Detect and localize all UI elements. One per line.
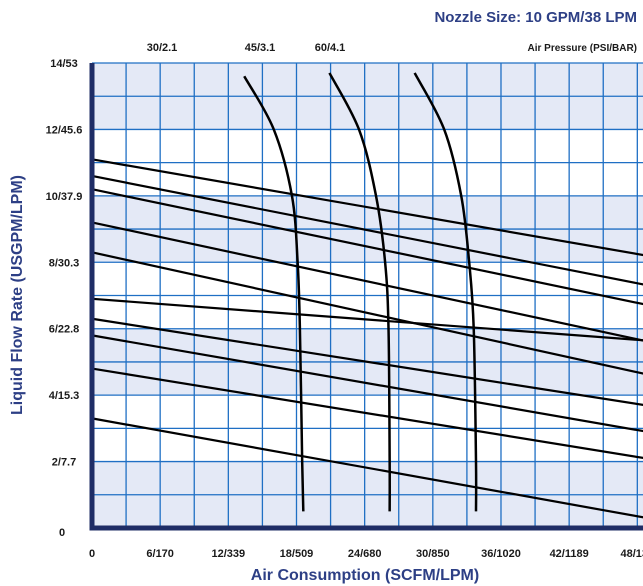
x-tick-label: 6/170 [146,548,174,560]
y-axis-title: Liquid Flow Rate (USGPM/LPM) [9,175,26,415]
pressure-curves [243,72,478,512]
pressure-curve-labels: 30/2.1 45/3.1 60/4.1 [147,42,346,54]
nozzle-size-title: Nozzle Size: 10 GPM/38 LPM [434,9,637,26]
x-tick-label: 30/850 [416,548,450,560]
y-tick-label: 8/30.3 [49,257,80,269]
x-tick-label: 42/1189 [550,548,589,560]
flow-line-2 [91,174,643,286]
x-tick-label: 18/509 [280,548,314,560]
pressure-curve-label: 45/3.1 [245,42,276,54]
y-tick-label: 4/15.3 [49,390,80,402]
x-tick-label: 48/136 [620,548,643,560]
pressure-curve-1 [243,75,305,512]
y-tick-label: 0 [59,527,65,539]
x-tick-label: 12/339 [212,548,246,560]
flow-line-4 [91,221,643,342]
axes [89,63,643,531]
grid-lines [91,62,643,529]
flow-lines [91,158,643,519]
flow-line-10 [91,417,643,519]
x-axis-title: Air Consumption (SCFM/LPM) [251,567,479,584]
y-tick-labels: 0 2/7.7 4/15.3 6/22.8 8/30.3 10/37.9 12/45.6 14… [46,58,83,539]
pressure-curve-3 [413,72,478,512]
x-tick-labels: 0 6/170 12/339 18/509 24/680 30/850 36/1020 42/… [89,548,643,560]
pressure-curve-label: 60/4.1 [315,42,346,54]
flow-line-8 [91,334,643,433]
pressure-curve-2 [328,72,391,512]
flow-line-5 [91,251,643,375]
pressure-curve-label: 30/2.1 [147,42,178,54]
air-pressure-label: Air Pressure (PSI/BAR) [528,43,637,54]
y-tick-label: 12/45.6 [46,124,83,136]
x-tick-label: 36/1020 [481,548,521,560]
y-tick-label: 6/22.8 [49,324,80,336]
flow-line-9 [91,367,643,460]
x-tick-label: 24/680 [348,548,382,560]
flow-line-7 [91,317,643,406]
y-tick-label: 2/7.7 [52,457,76,469]
y-tick-label: 14/53 [50,58,78,70]
x-tick-label: 0 [89,548,95,560]
y-tick-label: 10/37.9 [46,191,83,203]
flow-line-6 [91,297,643,342]
flow-line-3 [91,188,643,306]
